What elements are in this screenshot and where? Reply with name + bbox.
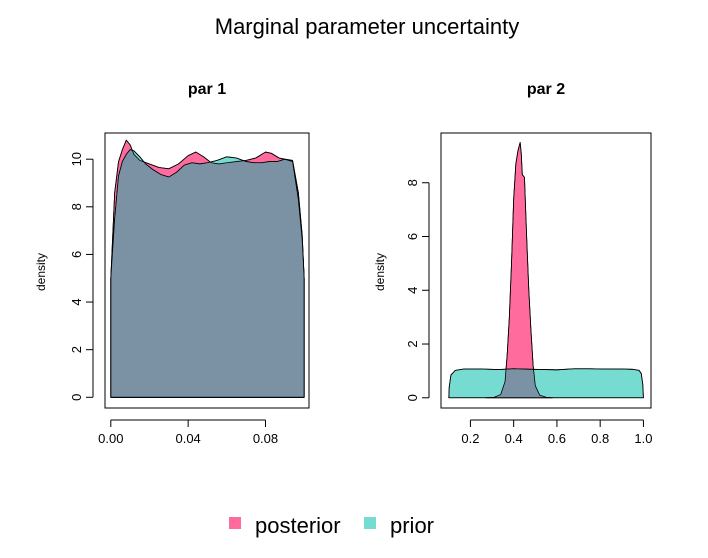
y-tick-label: 8: [405, 179, 420, 186]
density-area-posterior: [485, 142, 553, 399]
panel-title-par2: par 2: [527, 81, 565, 98]
legend-swatch-posterior: [229, 517, 241, 529]
x-tick-label: 1.0: [634, 431, 652, 446]
y-tick-label: 6: [405, 233, 420, 240]
y-tick-label: 4: [405, 287, 420, 294]
x-tick-label: 0.04: [175, 431, 200, 446]
x-tick-label: 0.00: [98, 431, 123, 446]
x-tick-label: 0.08: [253, 431, 278, 446]
x-tick-label: 0.8: [591, 431, 609, 446]
x-tick-label: 0.2: [461, 431, 479, 446]
y-tick-label: 0: [69, 394, 84, 401]
panel-par2: par 2 0.2 0.4 0.6 0.8 1.0 0 2 4 6 8 density: [373, 81, 652, 446]
y-tick-label: 2: [69, 346, 84, 353]
plot-area-par2: 0.2 0.4 0.6 0.8 1.0 0 2 4 6 8: [405, 132, 652, 446]
y-tick-label: 2: [405, 340, 420, 347]
y-tick-label: 4: [69, 298, 84, 305]
legend-label-posterior: posterior: [255, 513, 341, 538]
panel-title-par1: par 1: [188, 81, 226, 98]
plot-frame: [440, 132, 652, 409]
panel-par1: par 1 0.00 0.04 0.08 0 2 4 6 8 10 density: [34, 81, 310, 446]
x-tick-label: 0.6: [548, 431, 566, 446]
x-tick-label: 0.4: [505, 431, 523, 446]
legend-label-prior: prior: [390, 513, 434, 538]
y-tick-label: 10: [69, 152, 84, 166]
ylabel-par2: density: [373, 253, 387, 291]
density-outline-prior: [110, 149, 305, 398]
main-title: Marginal parameter uncertainty: [215, 14, 519, 39]
y-tick-label: 6: [69, 251, 84, 258]
plot-area-par1: 0.00 0.04 0.08 0 2 4 6 8 10: [69, 132, 310, 446]
density-overlap: [110, 149, 305, 398]
density-outline-posterior: [485, 142, 553, 399]
y-tick-label: 0: [405, 394, 420, 401]
plot-frame: [104, 132, 310, 409]
ylabel-par1: density: [34, 253, 48, 291]
y-tick-label: 8: [69, 203, 84, 210]
density-area-prior: [448, 368, 644, 399]
density-outline-prior: [448, 368, 644, 399]
legend-swatch-prior: [364, 517, 376, 529]
legend: posterior prior: [229, 513, 434, 538]
density-outline-posterior: [110, 139, 305, 398]
